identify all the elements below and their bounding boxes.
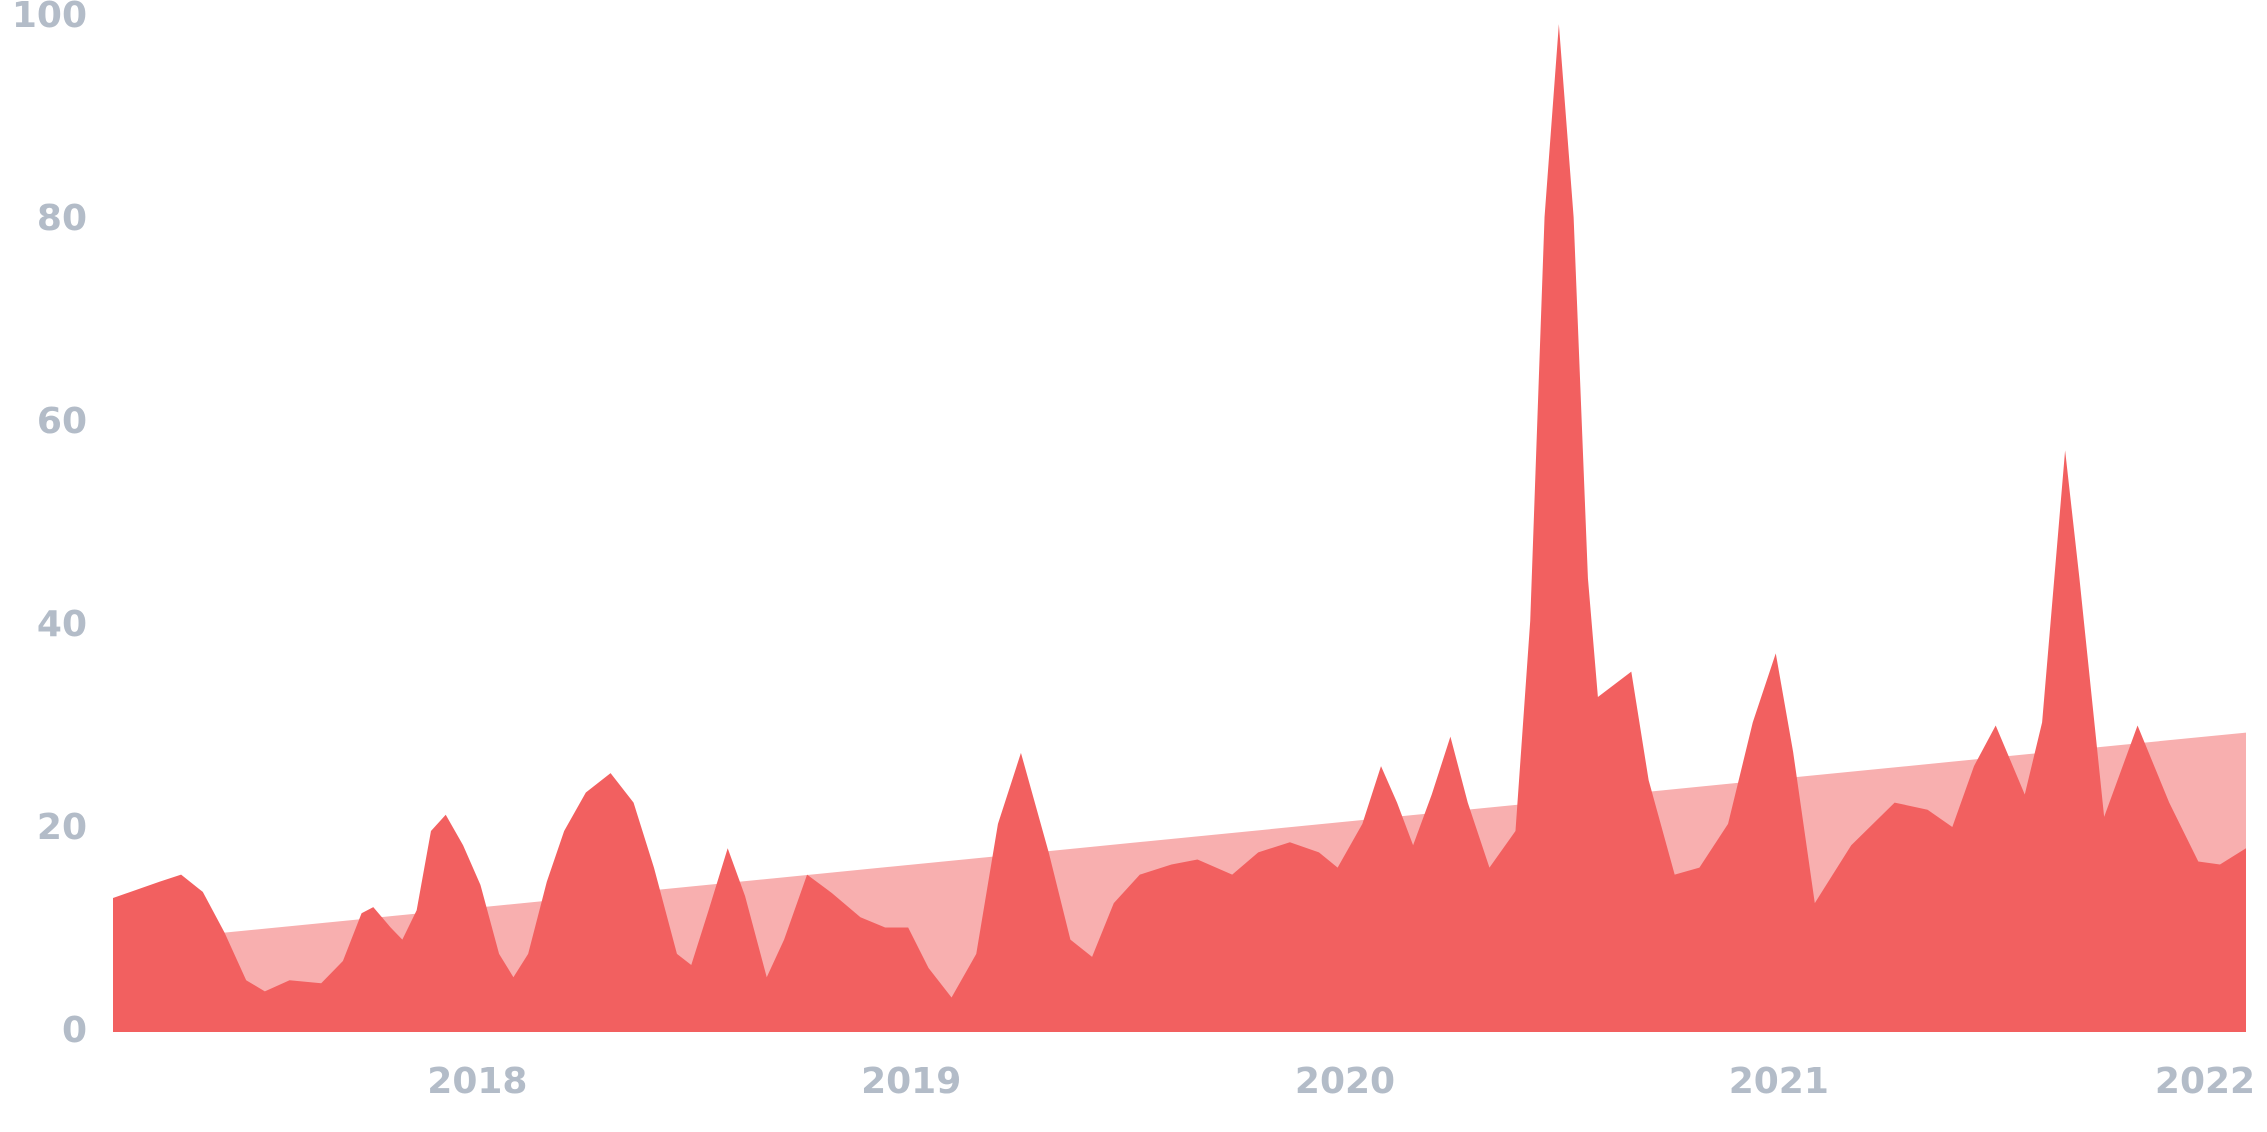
x-tick-label: 2019: [861, 1061, 961, 1102]
x-tick-label: 2020: [1295, 1061, 1395, 1102]
y-tick-label: 80: [37, 198, 87, 239]
x-tick-label: 2022: [2155, 1061, 2255, 1102]
x-tick-label: 2021: [1729, 1061, 1829, 1102]
area: [113, 24, 2246, 1033]
y-tick-label: 0: [62, 1010, 87, 1051]
y-tick-label: 40: [37, 604, 87, 645]
y-tick-label: 60: [37, 401, 87, 442]
y-tick-label: 20: [37, 807, 87, 848]
y-tick-label: 100: [12, 0, 87, 36]
x-tick-label: 2018: [427, 1061, 527, 1102]
